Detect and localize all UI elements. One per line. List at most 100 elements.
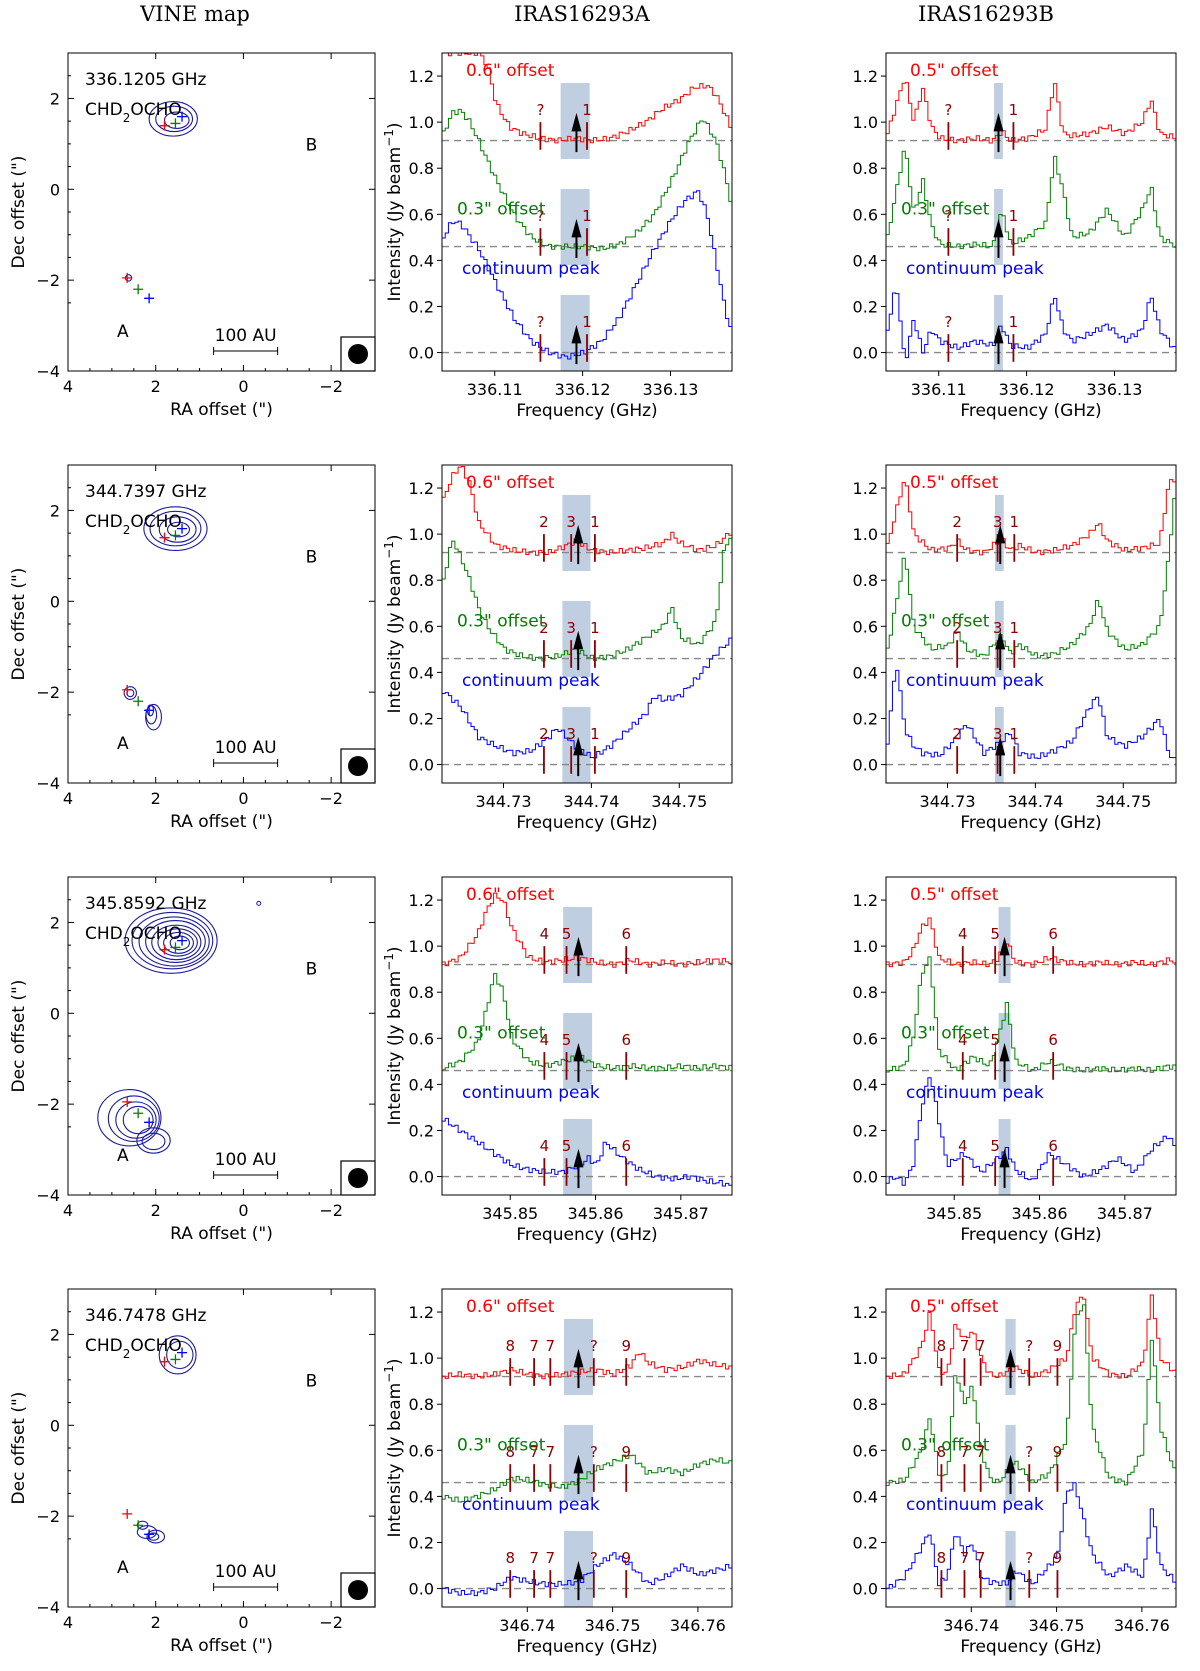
scale-bar (213, 1171, 279, 1179)
offset-label-mid: 0.3" offset (457, 1435, 546, 1455)
x-tick-label: 345.86 (568, 1204, 624, 1223)
ra-axis-title: RA offset (") (170, 400, 273, 420)
transition-label: 3 (993, 619, 1003, 637)
transition-label: ? (944, 313, 952, 331)
map-molecule-label: CHD2OCHO (85, 924, 182, 949)
scale-bar (213, 1583, 279, 1591)
transition-label: ? (1025, 1443, 1033, 1461)
contour (163, 931, 194, 954)
y-tick-label: 0.0 (853, 756, 878, 775)
contour (169, 935, 191, 951)
offset-label-peak: continuum peak (462, 259, 600, 279)
offset-label-outer: 0.6" offset (466, 61, 555, 81)
x-tick-label: 345.87 (1097, 1204, 1153, 1223)
y-tick-label: 0.4 (409, 1075, 434, 1094)
y-tick-label: 0.4 (853, 1075, 878, 1094)
scale-bar-label: 100 AU (215, 1150, 277, 1170)
transition-label: 7 (976, 1549, 986, 1567)
arrow-head (993, 324, 1004, 344)
contour (145, 920, 206, 963)
transition-label: ? (944, 207, 952, 225)
y-tick-label: 0.6 (409, 617, 434, 636)
offset-label-peak: continuum peak (906, 259, 1044, 279)
spectrum-frame (885, 876, 1177, 1196)
transition-label: ? (590, 1443, 598, 1461)
source-b-label: B (306, 1372, 318, 1392)
transition-label: 1 (1010, 619, 1020, 637)
arrow-head (573, 1148, 584, 1168)
spectrum-frame (441, 464, 733, 784)
spectrum-series-peak (886, 669, 1176, 768)
offset-label-peak: continuum peak (462, 1495, 600, 1515)
spectrum-frame (885, 464, 1177, 784)
transition-label: ? (536, 207, 544, 225)
x-tick-label: 345.85 (482, 1204, 538, 1223)
y-tick-label: 1.2 (853, 891, 878, 910)
spectrum-series-mid (886, 1304, 1176, 1486)
source-b-label: B (306, 548, 318, 568)
header-iras16293b: IRAS16293B (918, 2, 1054, 26)
contour (157, 928, 198, 957)
transition-label: 4 (958, 1137, 968, 1155)
spectrum-series-mid (442, 973, 732, 1072)
offset-label-outer: 0.5" offset (910, 473, 999, 493)
frequency-axis-title: Frequency (GHz) (960, 813, 1101, 833)
y-tick-label: −4 (36, 362, 60, 381)
intensity-axis-title: Intensity (Jy beam−1) (382, 1358, 405, 1537)
y-tick-label: 0.8 (853, 159, 878, 178)
transition-label: 5 (990, 1031, 1000, 1049)
intensity-axis-title: Intensity (Jy beam−1) (382, 534, 405, 713)
source-cross-marker (133, 1520, 144, 1531)
y-tick-label: 0.0 (853, 1580, 878, 1599)
spectrum-series-outer (442, 892, 732, 968)
spectrum-series-peak (442, 1117, 732, 1192)
arrow-head (999, 936, 1010, 956)
source-cross-marker (159, 532, 170, 543)
offset-label-outer: 0.5" offset (910, 1297, 999, 1317)
dec-axis-title: Dec offset (") (9, 568, 29, 681)
transition-label: 1 (582, 313, 592, 331)
x-tick-label: 346.75 (1029, 1616, 1085, 1635)
spectrum-panel-a-4: 8 7 7? 98 7 7? 98 7 7? 90.00.20.40.60.81.01.2346.… (409, 1288, 733, 1657)
transition-label: ? (1025, 1337, 1033, 1355)
arrow-head (573, 736, 584, 756)
source-cross-marker (133, 284, 144, 295)
transition-label: 7 (546, 1337, 556, 1355)
y-tick-label: −2 (36, 271, 60, 290)
x-tick-label: 0 (238, 1201, 248, 1220)
y-tick-label: 1.2 (409, 1303, 434, 1322)
arrow-head (573, 1348, 584, 1368)
offset-label-peak: continuum peak (906, 1495, 1044, 1515)
y-tick-label: 0 (50, 592, 60, 611)
x-tick-label: 346.76 (670, 1616, 726, 1635)
transition-label: ? (590, 1549, 598, 1567)
transition-label: 7 (546, 1443, 556, 1461)
spectrum-panel-b-1: ? 1? 1? 1 0.0 0.2 0.4 0.6 0.8 1.0 1.2 336.11 336.12 3… (853, 52, 1177, 421)
spectrum-plot-area: 2 3 12 3 12 3 1 (442, 466, 732, 783)
transition-label: 9 (621, 1549, 631, 1567)
x-tick-label: 4 (63, 1613, 73, 1632)
beam-box (340, 336, 376, 372)
transition-label: 9 (621, 1337, 631, 1355)
spectrum-series-mid (886, 956, 1176, 1073)
intensity-axis-title: Intensity (Jy beam−1) (382, 946, 405, 1125)
transition-label: 1 (590, 513, 600, 531)
transition-label: 8 (505, 1549, 515, 1567)
header-iras16293a: IRAS16293A (514, 2, 650, 26)
y-tick-label: −2 (36, 683, 60, 702)
contour (163, 111, 190, 129)
spectrum-series-peak (886, 292, 1176, 359)
contour (151, 924, 202, 961)
transition-label: 3 (566, 725, 576, 743)
transition-label: 1 (582, 101, 592, 119)
scale-bar (213, 759, 279, 767)
x-tick-label: 4 (63, 789, 73, 808)
spectrum-plot-area: 8 7 7? 98 7 7? 98 7 7? 9 (886, 1294, 1176, 1607)
source-cross-marker (159, 120, 170, 131)
arrow-head (995, 736, 1006, 756)
source-a-label: A (117, 1558, 129, 1578)
map-panel-3: 4 2 0 −2 2 0 −2 −4 345.8592 GHz CHD2OCHO B A 100 AU R… (9, 876, 376, 1244)
offset-label-mid: 0.3" offset (901, 611, 990, 631)
